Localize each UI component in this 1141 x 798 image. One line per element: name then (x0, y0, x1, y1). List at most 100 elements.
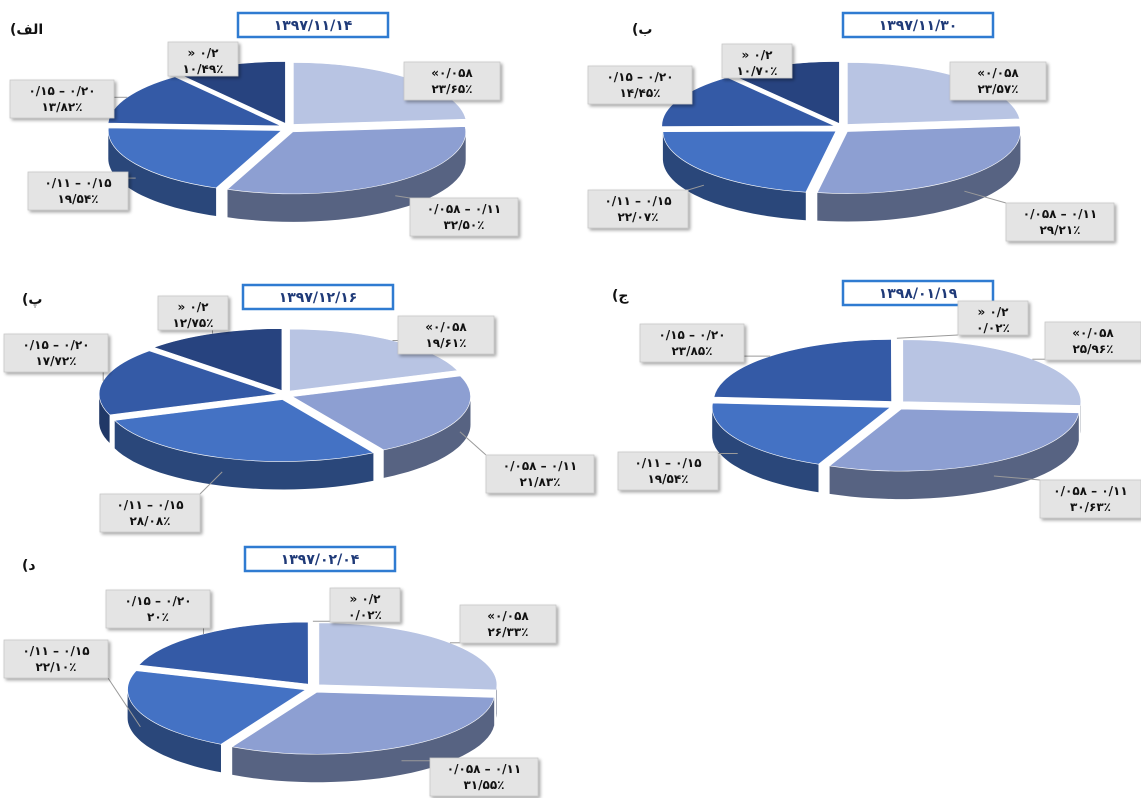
slice-percent-label: ۱۳/۸۲٪ (41, 100, 82, 114)
slice-percent-label: ۲۲/۰۷٪ (617, 210, 658, 224)
slice-percent-label: ۱۴/۴۵٪ (619, 86, 660, 100)
leader-line (687, 184, 705, 191)
pie-side-walls (662, 131, 1021, 222)
pie-slice-side (227, 131, 466, 222)
slice-range-label: » ۰/۲ (178, 300, 210, 314)
slice-percent-label: ۲۳/۵۷٪ (977, 82, 1018, 96)
pie-slice-side (127, 689, 221, 773)
slice-label-box (429, 757, 539, 797)
slice-range-label: ۰/۱۱ – ۰/۱۵ (22, 644, 89, 658)
panel-label: (ج (612, 288, 629, 304)
leader-line (395, 195, 411, 199)
pie-slice (902, 339, 1082, 406)
slice-range-label: ۰/۱۵ – ۰/۲۰ (22, 338, 89, 352)
slice-label-box (3, 639, 109, 679)
pie-chart-panel: ۱۳۹۷/۰۲/۰۴ (د «۰/۰۵۸ ۲۶/۳۳٪ ۰/۰۵۸ – ۰/۱۱ ۳۱/۵… (3, 545, 557, 797)
slice-percent-label: ۱۰/۴۹٪ (182, 62, 223, 76)
pie-chart-panel: ۱۳۹۸/۰۱/۱۹ (ج «۰/۰۵۸ ۲۵/۹۶٪ ۰/۰۵۸ – ۰/۱۱ ۳۰/۶… (612, 279, 1141, 519)
slice-percent-label: ۱۹/۶۱٪ (425, 336, 466, 350)
pie-slice (107, 127, 283, 189)
slice-percent-label: ۲۲/۱۰٪ (35, 660, 76, 674)
chart-date: ۱۳۹۷/۰۲/۰۴ (281, 552, 360, 568)
slice-label-box (167, 41, 239, 77)
panel-label: (د (22, 558, 36, 574)
pie-slice (711, 402, 891, 465)
slice-label-box (459, 604, 557, 644)
chart-date: ۱۳۹۸/۰۱/۱۹ (879, 286, 958, 302)
chart-date: ۱۳۹۷/۱۱/۳۰ (879, 18, 958, 34)
slice-range-label: » ۰/۲ (978, 305, 1010, 319)
chart-date-box (243, 545, 397, 573)
pie-slice-side (99, 394, 110, 443)
slice-percent-label: ۲۶/۳۳٪ (487, 625, 528, 639)
slice-label-box (1039, 479, 1141, 519)
slice-label-box (157, 295, 229, 331)
pie-slice (291, 375, 471, 451)
slice-range-label: ۰/۱۱ – ۰/۱۵ (634, 456, 701, 470)
slice-percent-label: ۳۱/۵۵٪ (463, 778, 504, 792)
pie-side-walls (108, 130, 466, 222)
slice-label-box (485, 454, 595, 494)
slice-range-label: ۰/۱۵ – ۰/۲۰ (28, 84, 95, 98)
pie-slice-side (662, 131, 806, 221)
pie-slice-side (712, 407, 819, 493)
slice-label-box (949, 61, 1047, 101)
slice-label-box (403, 61, 501, 101)
slice-percent-label: ۲۹/۲۱٪ (1039, 223, 1080, 237)
slice-percent-label: ۲۳/۸۵٪ (671, 344, 712, 358)
slice-range-label: «۰/۰۵۸ (425, 320, 467, 334)
chart-date-box (841, 11, 995, 39)
pie-slice (713, 339, 892, 402)
slice-label-box (587, 65, 693, 105)
pie-slice-side (496, 684, 497, 718)
slice-percent-label: ۲۳/۶۵٪ (431, 82, 472, 96)
pie-chart-panel: ۱۳۹۷/۱۱/۳۰ (ب «۰/۰۵۸ ۲۳/۵۷٪ ۰/۰۵۸ – ۰/۱۱ ۲۹/۲… (587, 11, 1115, 242)
pie-slice (153, 328, 283, 391)
pie-slice (318, 622, 498, 691)
leader-line (896, 334, 959, 339)
slice-range-label: «۰/۰۵۸ (977, 66, 1019, 80)
slice-percent-label: ۱۷/۷۲٪ (35, 354, 76, 368)
pie-slice (114, 399, 375, 462)
leader-line (107, 677, 141, 728)
slice-range-label: ۰/۰۵۸ – ۰/۱۱ (427, 202, 501, 216)
pie-slice (127, 670, 307, 745)
pie-slice (816, 125, 1021, 194)
pie-slice-side (817, 131, 1021, 222)
slice-range-label: ۰/۱۵ – ۰/۲۰ (606, 70, 673, 84)
slice-percent-label: ۱۹/۵۴٪ (647, 472, 688, 486)
slice-label-box (721, 43, 793, 79)
chart-date-box (241, 283, 395, 311)
slice-range-label: ۰/۱۵ – ۰/۲۰ (124, 594, 191, 608)
panel-label: (ب (632, 22, 652, 38)
pie-slice-side (114, 420, 374, 490)
slice-label-box (397, 315, 495, 355)
slice-label-box (3, 333, 109, 373)
panel-label: (پ (22, 292, 42, 308)
slice-percent-label: ۳۰/۶۳٪ (1070, 500, 1111, 514)
slice-percent-label: ۰/۰۲٪ (976, 321, 1010, 335)
slice-label-box (1044, 321, 1141, 361)
slice-range-label: «۰/۰۵۸ (431, 66, 473, 80)
slice-label-box (409, 197, 519, 237)
slice-percent-label: ۱۹/۵۴٪ (57, 192, 98, 206)
leader-line (993, 475, 1041, 481)
leader-line (199, 471, 223, 495)
slice-range-label: » ۰/۲ (742, 48, 774, 62)
slice-label-box (639, 323, 745, 363)
slice-range-label: ۰/۰۵۸ – ۰/۱۱ (503, 459, 577, 473)
slice-range-label: ۰/۱۱ – ۰/۱۵ (604, 194, 671, 208)
slice-percent-label: ۰/۰۲٪ (348, 608, 382, 622)
slice-range-label: ۰/۱۱ – ۰/۱۵ (44, 176, 111, 190)
chart-date: ۱۳۹۷/۱۱/۱۴ (274, 18, 353, 34)
pie-slice (226, 126, 466, 195)
slice-percent-label: ۲۸/۰۸٪ (129, 514, 170, 528)
slice-range-label: ۰/۰۵۸ – ۰/۱۱ (447, 762, 521, 776)
slice-label-box (957, 300, 1029, 336)
slice-percent-label: ۲۵/۹۶٪ (1072, 342, 1113, 356)
pie-slice (662, 130, 837, 193)
pie-chart-panel: ۱۳۹۷/۱۲/۱۶ (پ «۰/۰۵۸ ۱۹/۶۱٪ ۰/۰۵۸ – ۰/۱۱ ۲۱/۸… (3, 283, 595, 533)
slice-label-box (9, 79, 115, 119)
pie-slice (828, 408, 1080, 472)
